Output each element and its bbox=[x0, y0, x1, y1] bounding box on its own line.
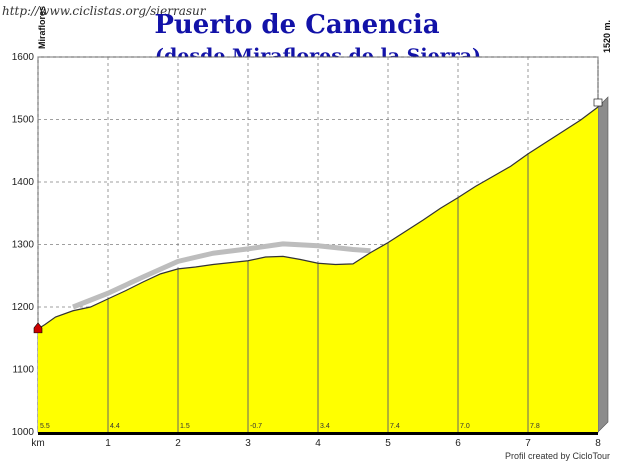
segment-gradient-label: 3.4 bbox=[320, 423, 330, 430]
segment-gradient-label: 4.4 bbox=[110, 423, 120, 430]
elevation-line bbox=[37, 106, 599, 330]
segment-gradient-label: 5.5 bbox=[40, 423, 50, 430]
shadow-ridge bbox=[72, 241, 371, 310]
segment-gradient-label: 7.4 bbox=[390, 423, 400, 430]
plot-area: 1000 1100 1200 1300 1400 1500 1600 km 1 2 3 4 5 6 7 8 5.… bbox=[12, 6, 612, 449]
y-tick-label: 1500 bbox=[12, 115, 35, 126]
summit-marker-icon bbox=[593, 98, 603, 107]
x-tick-label: 5 bbox=[385, 438, 391, 449]
x-tick-label: 4 bbox=[315, 438, 321, 449]
x-tick-label: 1 bbox=[105, 438, 111, 449]
side-wall bbox=[597, 96, 609, 433]
segment-gradient-label: 1.5 bbox=[180, 423, 190, 430]
start-marker-icon bbox=[33, 322, 43, 334]
watermark-url: http://www.ciclistas.org/sierrasur bbox=[2, 4, 207, 18]
chart-title: Puerto de Canencia bbox=[154, 10, 439, 40]
segment-gradient-label: 7.0 bbox=[460, 423, 470, 430]
distance-bar bbox=[38, 432, 598, 435]
segment-gradient-label: -0.7 bbox=[250, 423, 262, 430]
x-tick-label: 7 bbox=[525, 438, 531, 449]
y-tick-label: 1400 bbox=[12, 177, 35, 188]
credit-text: Profil created by CicloTour bbox=[505, 451, 610, 461]
x-tick-label: 6 bbox=[455, 438, 461, 449]
y-tick-label: 1000 bbox=[12, 427, 35, 438]
y-tick-label: 1300 bbox=[12, 240, 35, 251]
x-tick-label: 8 bbox=[595, 438, 601, 449]
segment-gradient-label: 7.8 bbox=[530, 423, 540, 430]
x-tick-label: km bbox=[31, 438, 44, 449]
y-tick-label: 1200 bbox=[12, 302, 35, 313]
start-place-label: Miraflores bbox=[37, 6, 47, 49]
y-tick-label: 1600 bbox=[12, 52, 35, 63]
summit-altitude-label: 1520 m. bbox=[602, 20, 612, 53]
y-tick-label: 1100 bbox=[12, 365, 34, 376]
x-tick-label: 2 bbox=[175, 438, 181, 449]
x-tick-label: 3 bbox=[245, 438, 251, 449]
